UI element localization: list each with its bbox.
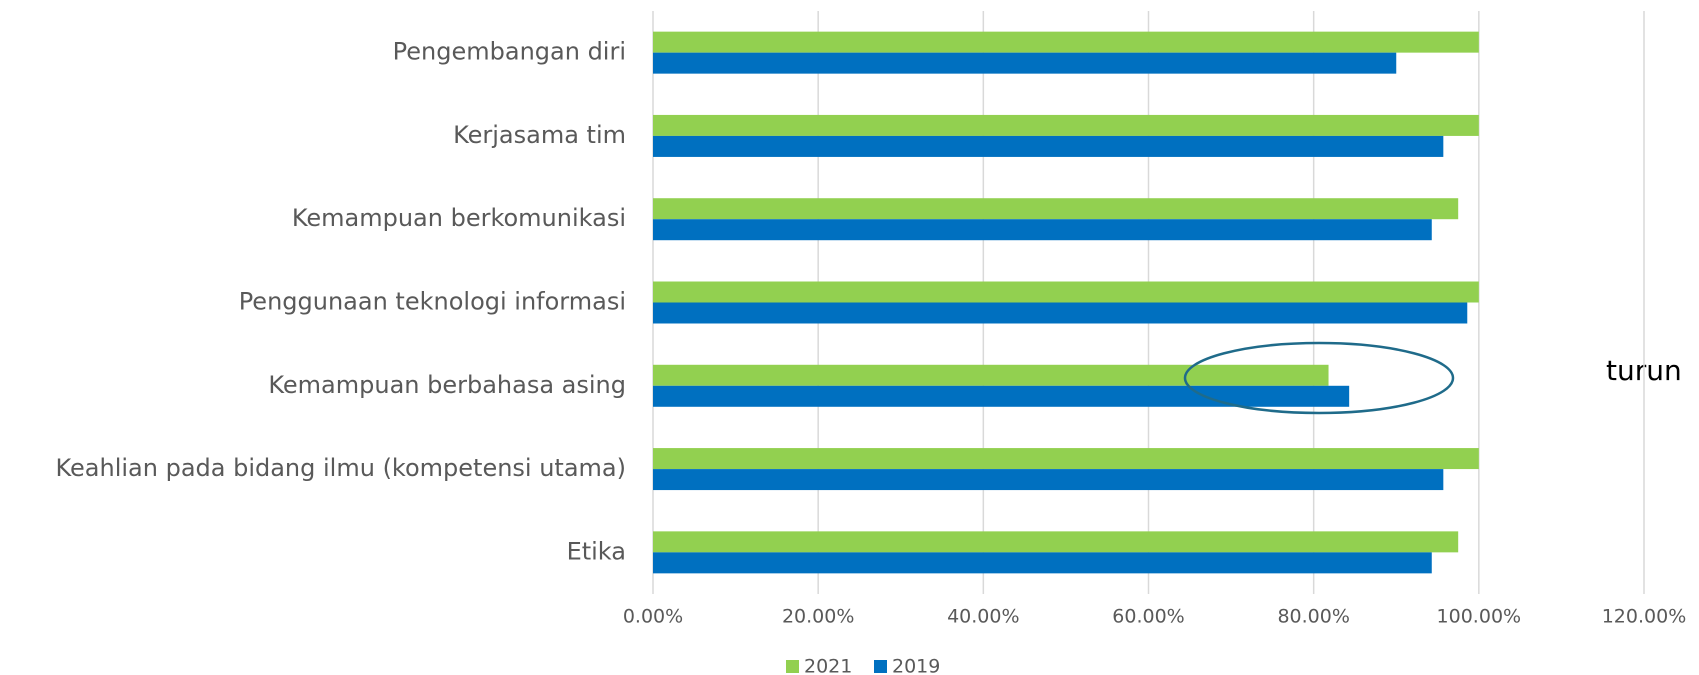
legend-label: 2021 [804,656,852,675]
y-tick-label: Kemampuan berkomunikasi [292,204,626,232]
bar [653,302,1468,324]
bar [653,135,1444,157]
bar [653,281,1479,303]
bar [653,114,1479,136]
bar [653,219,1432,241]
highlight-ellipse [1183,341,1455,415]
legend-swatch [786,660,799,673]
y-tick-label: Keahlian pada bidang ilmu (kompetensi ut… [55,454,626,482]
bar [653,552,1432,574]
bar [653,52,1397,74]
bar [653,198,1459,220]
bar [653,448,1479,470]
y-tick-label: Penggunaan teknologi informasi [239,288,626,316]
legend-label: 2019 [892,656,940,675]
x-tick-label: 100.00% [1437,606,1522,628]
bar [653,469,1444,491]
x-tick-label: 20.00% [782,606,854,628]
x-tick-label: 120.00% [1602,606,1687,628]
bar [653,531,1459,553]
x-tick-label: 40.00% [947,606,1019,628]
x-tick-label: 80.00% [1277,606,1349,628]
y-tick-label: Pengembangan diri [393,38,626,66]
bar [653,31,1479,53]
bar [653,364,1329,386]
bar [653,385,1350,407]
y-tick-label: Etika [567,537,626,565]
y-tick-label: Kemampuan berbahasa asing [268,371,626,399]
x-tick-label: 60.00% [1112,606,1184,628]
legend-swatch [874,660,887,673]
x-tick-label: 0.00% [623,606,683,628]
y-tick-label: Kerjasama tim [453,121,626,149]
